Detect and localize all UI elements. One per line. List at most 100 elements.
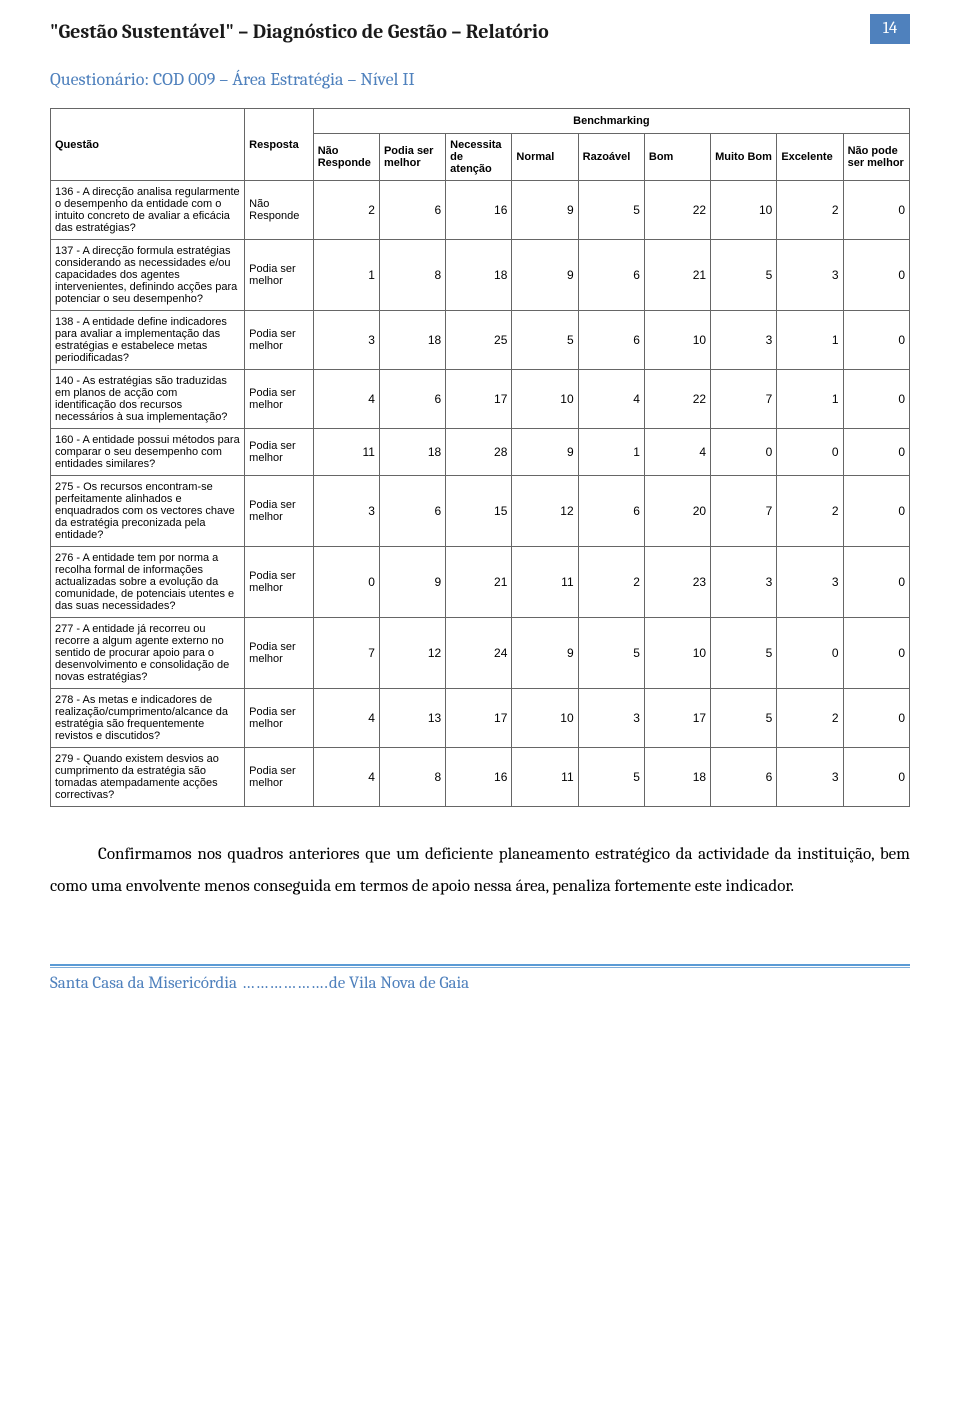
cell-resposta: Podia ser melhor [245,370,314,429]
cell-value: 6 [711,748,777,807]
cell-value: 17 [446,689,512,748]
cell-value: 1 [777,370,843,429]
cell-value: 22 [644,181,710,240]
cell-value: 20 [644,476,710,547]
cell-value: 5 [578,618,644,689]
cell-value: 3 [313,311,379,370]
cell-value: 6 [578,240,644,311]
table-row: 275 - Os recursos encontram-se perfeitam… [51,476,910,547]
cell-value: 0 [777,429,843,476]
cell-value: 5 [711,240,777,311]
cell-value: 21 [446,547,512,618]
cell-value: 2 [777,476,843,547]
cell-resposta: Podia ser melhor [245,476,314,547]
cell-value: 6 [379,181,445,240]
cell-value: 3 [777,748,843,807]
cell-value: 23 [644,547,710,618]
cell-value: 22 [644,370,710,429]
cell-value: 0 [843,748,909,807]
cell-value: 3 [777,547,843,618]
cell-value: 1 [313,240,379,311]
cell-value: 9 [512,618,578,689]
body-paragraph: Confirmamos nos quadros anteriores que u… [50,839,910,904]
cell-value: 7 [711,476,777,547]
cell-value: 2 [777,689,843,748]
table-row: 140 - As estratégias são traduzidas em p… [51,370,910,429]
cell-value: 10 [644,618,710,689]
table-row: 160 - A entidade possui métodos para com… [51,429,910,476]
cell-value: 9 [512,429,578,476]
cell-value: 3 [711,547,777,618]
cell-value: 16 [446,748,512,807]
cell-value: 10 [512,370,578,429]
cell-value: 3 [578,689,644,748]
cell-resposta: Podia ser melhor [245,689,314,748]
cell-resposta: Podia ser melhor [245,240,314,311]
cell-value: 7 [313,618,379,689]
cell-value: 4 [313,370,379,429]
cell-value: 3 [777,240,843,311]
cell-questao: 277 - A entidade já recorreu ou recorre … [51,618,245,689]
cell-questao: 160 - A entidade possui métodos para com… [51,429,245,476]
footer-dots: ………………. [237,974,329,993]
cell-value: 0 [313,547,379,618]
cell-value: 6 [578,311,644,370]
cell-value: 0 [843,547,909,618]
cell-value: 7 [711,370,777,429]
cell-value: 18 [379,311,445,370]
table-row: 136 - A direcção analisa regularmente o … [51,181,910,240]
cell-value: 0 [843,476,909,547]
col-resposta: Resposta [245,109,314,181]
col-bom: Bom [644,134,710,181]
cell-resposta: Podia ser melhor [245,429,314,476]
cell-value: 5 [578,748,644,807]
cell-value: 9 [379,547,445,618]
cell-value: 0 [843,311,909,370]
cell-value: 6 [379,370,445,429]
cell-questao: 136 - A direcção analisa regularmente o … [51,181,245,240]
cell-questao: 138 - A entidade define indicadores para… [51,311,245,370]
cell-value: 18 [644,748,710,807]
cell-value: 2 [777,181,843,240]
cell-questao: 140 - As estratégias são traduzidas em p… [51,370,245,429]
cell-value: 2 [313,181,379,240]
cell-value: 10 [644,311,710,370]
cell-value: 15 [446,476,512,547]
cell-value: 16 [446,181,512,240]
col-excelente: Excelente [777,134,843,181]
col-nao-responde: Não Responde [313,134,379,181]
cell-value: 11 [512,748,578,807]
cell-questao: 279 - Quando existem desvios ao cumprime… [51,748,245,807]
cell-value: 0 [843,240,909,311]
benchmark-table: Questão Resposta Benchmarking Não Respon… [50,108,910,807]
cell-value: 0 [843,618,909,689]
cell-value: 5 [578,181,644,240]
cell-value: 0 [777,618,843,689]
cell-questao: 275 - Os recursos encontram-se perfeitam… [51,476,245,547]
col-muito-bom: Muito Bom [711,134,777,181]
col-benchmarking: Benchmarking [313,109,909,134]
cell-value: 18 [446,240,512,311]
doc-title-rest: – Diagnóstico de Gestão – Relatório [234,20,549,43]
cell-questao: 276 - A entidade tem por norma a recolha… [51,547,245,618]
cell-value: 0 [843,181,909,240]
cell-value: 0 [843,689,909,748]
cell-value: 4 [644,429,710,476]
cell-value: 1 [578,429,644,476]
col-razoavel: Razoável [578,134,644,181]
cell-value: 28 [446,429,512,476]
cell-value: 10 [512,689,578,748]
cell-value: 0 [843,370,909,429]
table-row: 278 - As metas e indicadores de realizaç… [51,689,910,748]
cell-value: 17 [446,370,512,429]
cell-value: 9 [512,240,578,311]
footer-right: de Vila Nova de Gaia [329,974,469,993]
cell-value: 0 [843,429,909,476]
cell-resposta: Podia ser melhor [245,547,314,618]
cell-value: 10 [711,181,777,240]
cell-value: 11 [512,547,578,618]
cell-value: 6 [379,476,445,547]
page-number-badge: 14 [870,14,910,44]
cell-value: 0 [711,429,777,476]
cell-value: 12 [512,476,578,547]
